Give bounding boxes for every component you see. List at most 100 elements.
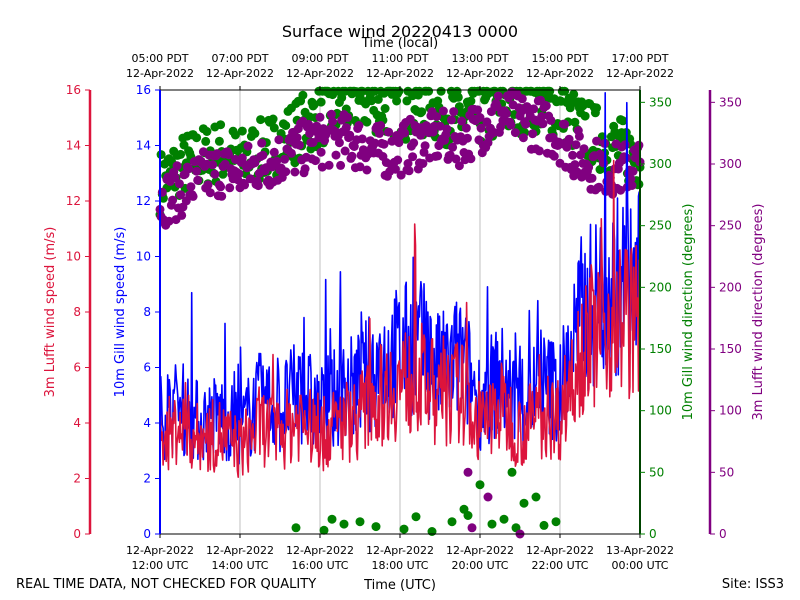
y-tick-label: 4 (143, 416, 151, 430)
series-point (281, 167, 291, 177)
series-point (281, 121, 291, 130)
series-point (560, 86, 570, 96)
series-point (327, 514, 337, 524)
series-point (319, 525, 329, 535)
series-point (510, 128, 520, 138)
series-point (409, 138, 419, 148)
series-layer (155, 86, 645, 539)
series-point (628, 166, 638, 176)
series-point (598, 158, 608, 168)
series-point (446, 115, 456, 125)
y-tick-label: 10 (136, 250, 151, 264)
y-tick-label: 200 (719, 280, 742, 294)
series-point (403, 159, 413, 168)
series-point (454, 161, 464, 171)
y-axis-label: 3m Lufft wind speed (m/s) (43, 227, 58, 398)
top-tick-label-time: 17:00 PDT (611, 52, 668, 65)
top-tick-label-date: 12-Apr-2022 (286, 67, 354, 80)
series-point (483, 492, 493, 502)
series-point (394, 138, 404, 148)
series-point (634, 140, 644, 150)
y-axis-label: 10m Gill wind speed (m/s) (113, 227, 128, 398)
y-tick-label: 300 (649, 157, 672, 171)
top-tick-label-time: 05:00 PDT (131, 52, 188, 65)
x-tick-label-date: 12-Apr-2022 (286, 544, 354, 557)
series-point (399, 524, 409, 534)
y-tick-label: 2 (143, 472, 151, 486)
series-point (234, 169, 244, 179)
series-point (420, 141, 430, 151)
series-point (448, 142, 458, 152)
series-point (224, 150, 234, 160)
series-point (188, 191, 198, 201)
series-point (592, 136, 602, 146)
series-point (176, 149, 186, 159)
x-tick-label-time: 12:00 UTC (131, 559, 188, 572)
series-point (594, 182, 604, 192)
series-point (250, 128, 260, 138)
series-point (274, 135, 284, 145)
series-point (177, 210, 187, 220)
y-axis-label: 3m Lufft wind direction (degrees) (751, 204, 766, 421)
series-point (571, 140, 581, 150)
series-point (357, 134, 367, 144)
series-point (245, 174, 255, 184)
series-point (300, 164, 310, 174)
series-point (451, 154, 461, 164)
series-point (417, 107, 427, 117)
series-point (534, 146, 544, 156)
x-axis-label: Time (UTC) (363, 578, 436, 593)
series-point (186, 182, 196, 192)
series-point (374, 128, 384, 138)
series-point (411, 512, 421, 522)
y-tick-label: 16 (66, 83, 81, 97)
series-point (506, 120, 516, 130)
series-point (379, 139, 389, 149)
series-point (473, 105, 483, 115)
y-tick-label: 350 (649, 95, 672, 109)
x-tick-label-date: 13-Apr-2022 (606, 544, 674, 557)
series-point (214, 136, 224, 146)
series-point (286, 148, 296, 158)
y-tick-label: 8 (143, 305, 151, 319)
series-point (317, 162, 327, 172)
series-point (268, 114, 278, 124)
series-point (354, 121, 364, 130)
series-point (217, 191, 227, 201)
series-point (291, 523, 301, 533)
series-point (370, 138, 380, 148)
series-point (538, 119, 548, 129)
series-point (408, 152, 418, 162)
series-point (331, 150, 341, 160)
series-point (164, 216, 174, 226)
series-point (459, 504, 469, 514)
series-point (253, 181, 263, 191)
x-tick-label-time: 20:00 UTC (451, 559, 508, 572)
series-point (466, 154, 476, 164)
y-tick-label: 14 (136, 139, 151, 153)
x-tick-label-date: 12-Apr-2022 (366, 544, 434, 557)
series-point (546, 115, 556, 125)
series-point (584, 163, 594, 172)
top-tick-label-date: 12-Apr-2022 (366, 67, 434, 80)
series-point (250, 158, 260, 168)
series-point (362, 165, 372, 175)
series-point (616, 185, 626, 195)
top-tick-label-date: 12-Apr-2022 (606, 67, 674, 80)
series-point (393, 155, 403, 165)
series-point (373, 94, 383, 104)
series-point (475, 113, 485, 122)
series-point (347, 151, 357, 161)
series-point (212, 149, 222, 159)
series-point (501, 109, 511, 118)
y-tick-label: 350 (719, 95, 742, 109)
footer-site: Site: ISS3 (722, 577, 784, 592)
series-point (400, 128, 410, 138)
y-tick-label: 250 (719, 219, 742, 233)
series-point (565, 103, 575, 113)
series-point (334, 138, 344, 148)
series-point (579, 144, 589, 154)
series-point (371, 522, 381, 532)
series-point (316, 97, 326, 107)
